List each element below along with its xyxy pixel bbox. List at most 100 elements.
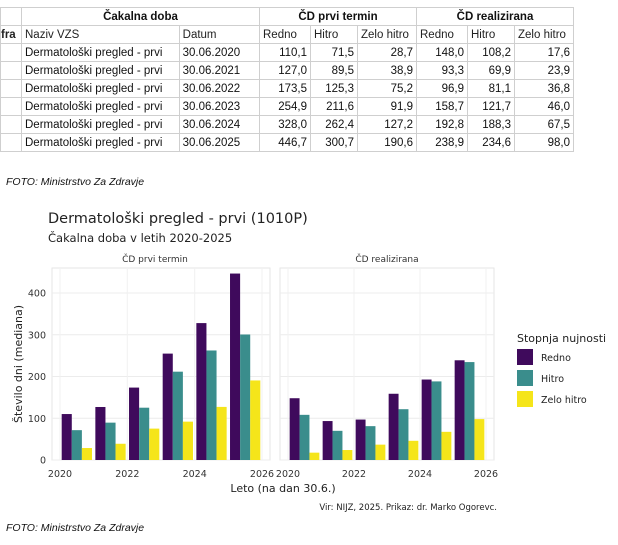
table-cell: 71,5 bbox=[310, 43, 358, 62]
bar-hitro bbox=[464, 362, 475, 460]
bar-hitro bbox=[240, 334, 251, 460]
table-cell: 148,0 bbox=[416, 43, 468, 62]
bar-hitro bbox=[398, 409, 409, 460]
column-header: Zelo hitro bbox=[514, 25, 574, 44]
bar-redno bbox=[162, 353, 173, 460]
waiting-time-chart: Dermatološki pregled - prvi (1010P) Čaka… bbox=[12, 211, 606, 513]
table-cell: 46,0 bbox=[514, 97, 574, 116]
chart-subtitle: Čakalna doba v letih 2020-2025 bbox=[48, 230, 232, 245]
bar-redno bbox=[196, 323, 207, 460]
table-cell bbox=[0, 79, 22, 98]
group-header-cakalna-doba: Čakalna doba bbox=[21, 7, 260, 26]
table-cell: 67,5 bbox=[514, 115, 574, 134]
bar-hitro bbox=[172, 371, 183, 460]
table-cell: 190,6 bbox=[357, 133, 417, 152]
table-cell: 36,8 bbox=[514, 79, 574, 98]
column-header: Naziv VZS bbox=[21, 25, 180, 44]
bar-hitro bbox=[71, 430, 82, 460]
table-cell: 262,4 bbox=[310, 115, 358, 134]
x-tick-label: 2024 bbox=[408, 469, 432, 480]
table-cell: Dermatološki pregled - prvi bbox=[21, 133, 180, 152]
bar-zelo-hitro bbox=[375, 444, 386, 460]
table-cell: 211,6 bbox=[310, 97, 358, 116]
table-cell bbox=[0, 97, 22, 116]
legend-label: Hitro bbox=[541, 374, 564, 385]
table-cell: 127,0 bbox=[259, 61, 311, 80]
table-cell: 188,3 bbox=[467, 115, 515, 134]
x-tick-label: 2020 bbox=[48, 469, 72, 480]
column-header: Zelo hitro bbox=[357, 25, 417, 44]
table-row: Dermatološki pregled - prvi 30.06.2021 127… bbox=[0, 61, 574, 80]
table-cell: Dermatološki pregled - prvi bbox=[21, 43, 180, 62]
panel-title-realizirana: ČD realizirana bbox=[355, 253, 418, 265]
table-cell: 89,5 bbox=[310, 61, 358, 80]
bar-redno bbox=[421, 379, 432, 460]
table-cell: 93,3 bbox=[416, 61, 468, 80]
bar-hitro bbox=[365, 426, 376, 460]
table-cell bbox=[0, 115, 22, 134]
bar-redno bbox=[355, 419, 366, 460]
table-cell: 446,7 bbox=[259, 133, 311, 152]
bar-hitro bbox=[299, 414, 310, 460]
column-header: Hitro bbox=[467, 25, 515, 44]
column-header: Redno bbox=[259, 25, 311, 44]
x-tick-label: 2022 bbox=[115, 469, 139, 480]
table-cell: 110,1 bbox=[259, 43, 311, 62]
table-cell: Dermatološki pregled - prvi bbox=[21, 115, 180, 134]
table-cell: 158,7 bbox=[416, 97, 468, 116]
table-cell: 125,3 bbox=[310, 79, 358, 98]
bar-hitro bbox=[105, 422, 116, 460]
table-cell: 192,8 bbox=[416, 115, 468, 134]
group-header-cd-prvi-termin: ČD prvi termin bbox=[259, 7, 417, 26]
table-cell: 23,9 bbox=[514, 61, 574, 80]
bar-redno bbox=[289, 398, 300, 460]
bar-zelo-hitro bbox=[342, 450, 353, 460]
table-cell: 30.06.2023 bbox=[178, 97, 261, 116]
legend-swatch bbox=[517, 370, 533, 386]
table-cell: 30.06.2022 bbox=[178, 79, 261, 98]
table-cell bbox=[0, 43, 22, 62]
table-cell: Dermatološki pregled - prvi bbox=[21, 97, 180, 116]
table-row: Dermatološki pregled - prvi 30.06.2020 110… bbox=[0, 43, 574, 62]
bar-zelo-hitro bbox=[441, 431, 452, 460]
column-header: fra bbox=[0, 25, 22, 44]
bar-hitro bbox=[139, 407, 150, 460]
table-cell: 108,2 bbox=[467, 43, 515, 62]
table-row: Dermatološki pregled - prvi 30.06.2024 328… bbox=[0, 115, 574, 134]
bar-zelo-hitro bbox=[81, 448, 92, 460]
bar-hitro bbox=[206, 350, 217, 460]
table-cell: 127,2 bbox=[357, 115, 417, 134]
group-header-blank bbox=[0, 7, 22, 26]
table-cell: 254,9 bbox=[259, 97, 311, 116]
table-cell: 328,0 bbox=[259, 115, 311, 134]
table-cell: 30.06.2020 bbox=[178, 43, 261, 62]
table-cell: 173,5 bbox=[259, 79, 311, 98]
bar-redno bbox=[454, 360, 465, 460]
table-cell: 30.06.2024 bbox=[178, 115, 261, 134]
table-cell: Dermatološki pregled - prvi bbox=[21, 61, 180, 80]
column-header: Hitro bbox=[310, 25, 358, 44]
table-cell: 91,9 bbox=[357, 97, 417, 116]
x-tick-label: 2026 bbox=[250, 469, 274, 480]
x-tick-label: 2022 bbox=[342, 469, 366, 480]
y-tick-label: 400 bbox=[28, 289, 46, 300]
table-cell: 28,7 bbox=[357, 43, 417, 62]
table-cell: 38,9 bbox=[357, 61, 417, 80]
table-cell: 81,1 bbox=[467, 79, 515, 98]
legend-swatch bbox=[517, 391, 533, 407]
legend-label: Redno bbox=[541, 353, 571, 364]
bar-hitro bbox=[332, 430, 343, 460]
bar-redno bbox=[129, 387, 140, 460]
x-axis-label: Leto (na dan 30.6.) bbox=[230, 482, 335, 495]
table-cell: 121,7 bbox=[467, 97, 515, 116]
y-axis-label: Število dni (mediana) bbox=[12, 305, 25, 423]
column-header-row: fra Naziv VZS Datum Redno Hitro Zelo hit… bbox=[0, 25, 574, 44]
bar-zelo-hitro bbox=[115, 443, 126, 460]
photo-credit: FOTO: Ministrstvo Za Zdravje bbox=[6, 522, 145, 534]
photo-credit: FOTO: Ministrstvo Za Zdravje bbox=[6, 176, 145, 188]
column-header: Redno bbox=[416, 25, 468, 44]
table-cell: 96,9 bbox=[416, 79, 468, 98]
y-tick-label: 200 bbox=[28, 372, 46, 383]
chart-source: Vir: NIJZ, 2025. Prikaz: dr. Marko Ogore… bbox=[319, 503, 497, 513]
column-header: Datum bbox=[178, 25, 261, 44]
